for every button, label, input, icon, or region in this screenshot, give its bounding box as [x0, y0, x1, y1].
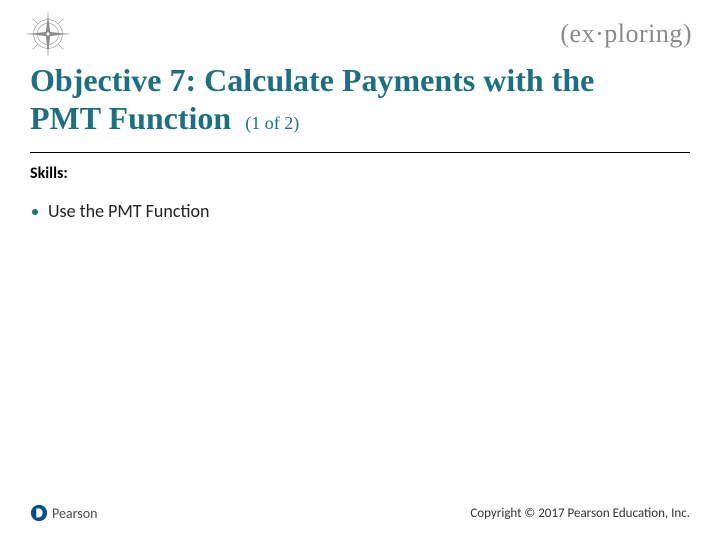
skills-heading: Skills: — [30, 164, 68, 183]
skills-list: Use the PMT Function — [30, 200, 690, 232]
title-divider — [30, 152, 690, 153]
publisher-name: Pearson — [52, 505, 97, 522]
slide-title-line2-text: PMT Function — [30, 100, 231, 136]
bullet-icon — [32, 209, 38, 215]
list-item: Use the PMT Function — [30, 200, 690, 222]
slide-title-sub: (1 of 2) — [245, 113, 299, 133]
slide-header: (ex·ploring) — [0, 6, 720, 62]
brand-wordmark: (ex·ploring) — [560, 19, 692, 49]
slide-title-line1: Objective 7: Calculate Payments with the — [30, 62, 690, 100]
publisher-logo: Pearson — [30, 504, 97, 522]
pearson-mark-icon — [30, 504, 48, 522]
compass-icon — [24, 10, 72, 58]
slide: (ex·ploring) Objective 7: Calculate Paym… — [0, 0, 720, 540]
copyright-text: Copyright © 2017 Pearson Education, Inc. — [470, 506, 690, 521]
list-item-text: Use the PMT Function — [48, 200, 209, 222]
slide-footer: Pearson Copyright © 2017 Pearson Educati… — [0, 504, 720, 522]
title-block: Objective 7: Calculate Payments with the… — [30, 62, 690, 138]
slide-title-line2: PMT Function (1 of 2) — [30, 100, 690, 138]
brand-block: (ex·ploring) — [560, 19, 692, 49]
